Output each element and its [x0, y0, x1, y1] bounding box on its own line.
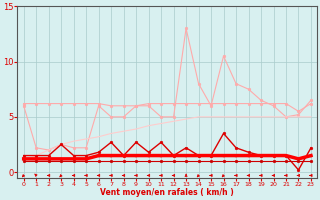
X-axis label: Vent moyen/en rafales ( km/h ): Vent moyen/en rafales ( km/h )	[100, 188, 234, 197]
